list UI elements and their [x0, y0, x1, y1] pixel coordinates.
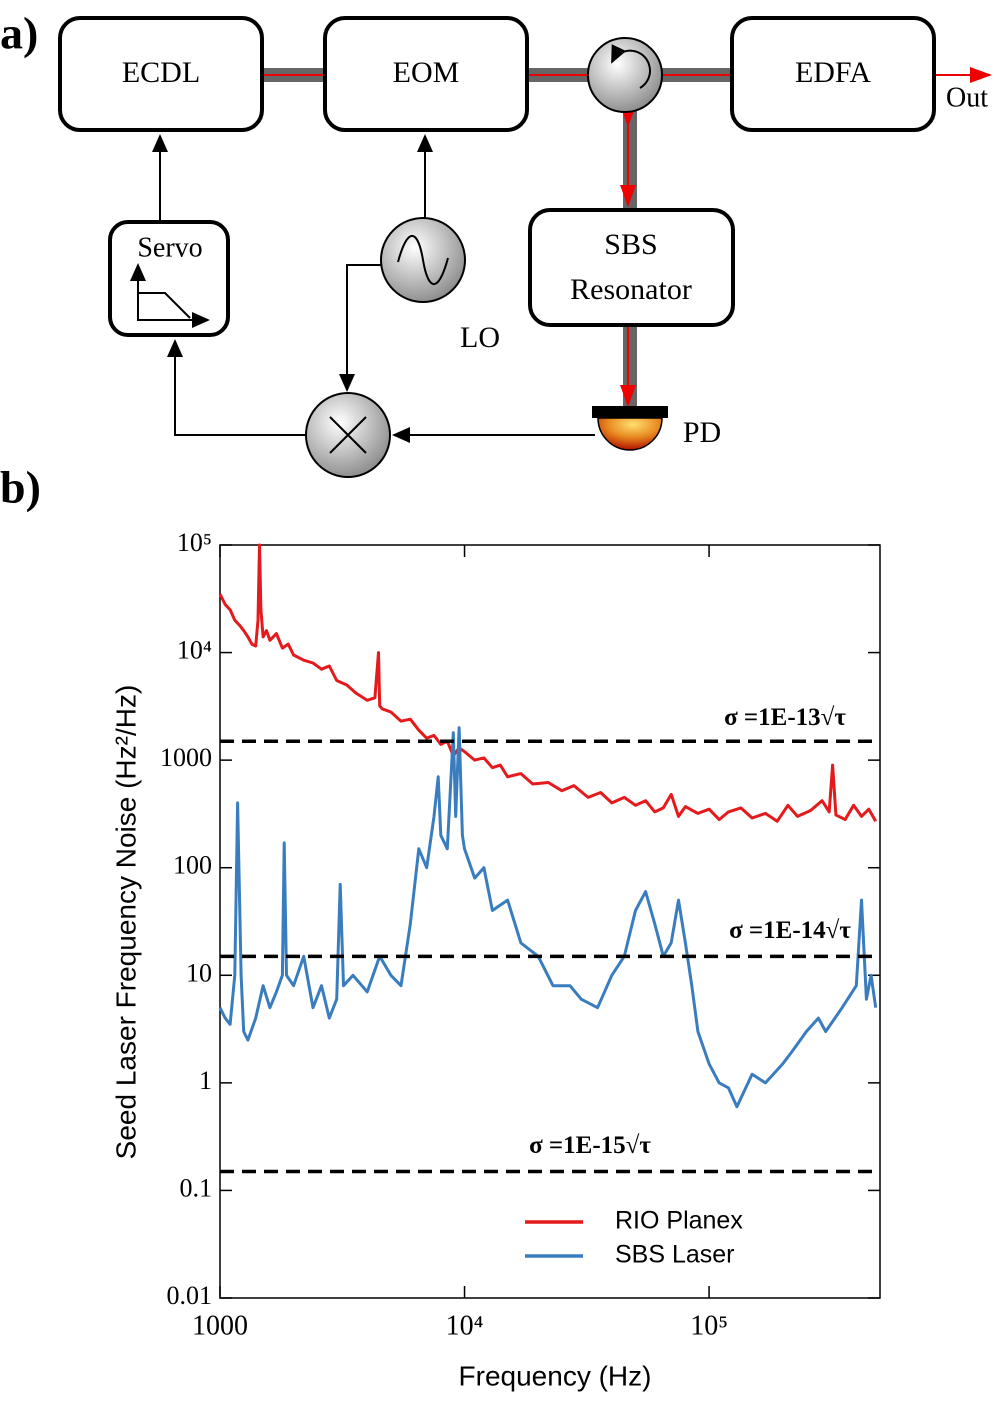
- sbs-label: SBS: [604, 228, 657, 261]
- sine: [397, 235, 449, 285]
- x-tick-label: 10⁵: [690, 1310, 728, 1341]
- y-tick-label: 0.01: [167, 1281, 213, 1310]
- servo-box: [108, 220, 230, 337]
- y-tick-label: 100: [173, 851, 212, 880]
- plot-frame: [219, 544, 881, 1299]
- eom-label: EOM: [393, 56, 460, 89]
- y-tick-label: 10⁵: [177, 528, 212, 557]
- signal-wire: [339, 264, 381, 392]
- circulator: [587, 37, 663, 113]
- lo-label: LO: [460, 321, 500, 354]
- panel-label: a): [0, 8, 38, 59]
- reference-label: σ =1E-15√τ: [529, 1132, 651, 1159]
- eom-box: [323, 16, 529, 132]
- servo-label: Servo: [137, 232, 202, 263]
- mixer-x: [329, 416, 367, 454]
- series-line: [218, 543, 878, 823]
- out-label: Out: [946, 82, 988, 113]
- legend-label: RIO Planex: [615, 1207, 743, 1235]
- reference-label: σ =1E-13√τ: [724, 704, 846, 731]
- pd-window: [592, 406, 668, 418]
- y-axis-label: Seed Laser Frequency Noise (Hz²/Hz): [110, 685, 141, 1160]
- ecdl-box: [58, 16, 264, 132]
- diagram: a) ECDL EOM EDFA SBS Resonator Servo LO …: [0, 8, 992, 513]
- y-tick-label: 0.1: [180, 1173, 213, 1202]
- x-tick-label: 10⁴: [446, 1310, 484, 1341]
- ecdl-label: ECDL: [122, 56, 200, 89]
- y-tick-label: 10⁴: [177, 636, 212, 665]
- panel-label: b): [0, 462, 41, 513]
- sbs-box: [528, 208, 735, 327]
- y-tick-label: 1: [199, 1066, 212, 1095]
- reference-label: σ =1E-14√τ: [729, 917, 851, 944]
- legend-label: SBS Laser: [615, 1241, 735, 1269]
- chart: Frequency (Hz) Seed Laser Frequency Nois…: [110, 528, 881, 1391]
- x-axis-label: Frequency (Hz): [459, 1360, 652, 1391]
- y-tick-label: 1000: [160, 743, 212, 772]
- y-tick-label: 10: [186, 958, 212, 987]
- x-tick-label: 1000: [192, 1310, 248, 1341]
- series-line: [218, 726, 878, 1109]
- pd-label: PD: [683, 416, 721, 449]
- circulator-arrow: [611, 44, 652, 89]
- sbs-label: Resonator: [570, 273, 692, 306]
- signal-wire: [167, 339, 306, 436]
- edfa-box: [730, 16, 936, 132]
- edfa-label: EDFA: [795, 56, 871, 89]
- photodiode: [597, 417, 663, 451]
